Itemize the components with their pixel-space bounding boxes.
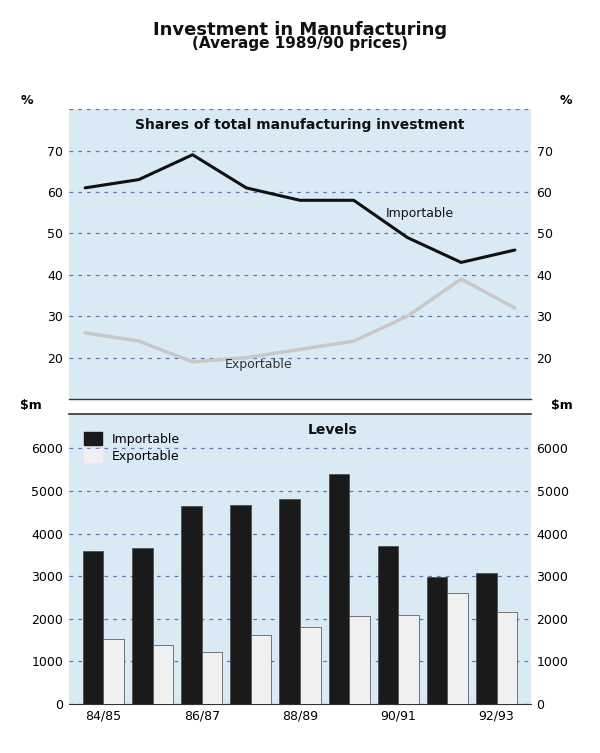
Bar	[181, 506, 202, 704]
Text: Shares of total manufacturing investment: Shares of total manufacturing investment	[135, 118, 465, 132]
Bar	[83, 550, 103, 704]
Bar	[132, 548, 152, 704]
Text: Importable: Importable	[386, 207, 454, 220]
Text: Exportable: Exportable	[225, 358, 292, 371]
Text: Investment in Manufacturing: Investment in Manufacturing	[153, 21, 447, 39]
Bar	[202, 652, 223, 704]
Bar	[427, 577, 448, 704]
Legend: Importable, Exportable: Importable, Exportable	[85, 432, 180, 463]
Bar	[497, 611, 517, 704]
Bar	[476, 573, 497, 704]
Bar	[230, 505, 251, 704]
Text: (Average 1989/90 prices): (Average 1989/90 prices)	[192, 36, 408, 51]
Bar	[349, 616, 370, 704]
Bar	[398, 615, 419, 704]
Text: $m: $m	[20, 399, 42, 412]
Bar	[280, 499, 300, 704]
Text: %: %	[560, 94, 572, 107]
Text: $m: $m	[551, 399, 572, 412]
Bar	[251, 635, 271, 704]
Bar	[103, 639, 124, 704]
Text: %: %	[20, 94, 33, 107]
Bar	[329, 474, 349, 704]
Text: Levels: Levels	[307, 423, 357, 437]
Bar	[152, 645, 173, 704]
Bar	[377, 547, 398, 704]
Bar	[448, 593, 468, 704]
Bar	[300, 627, 320, 704]
